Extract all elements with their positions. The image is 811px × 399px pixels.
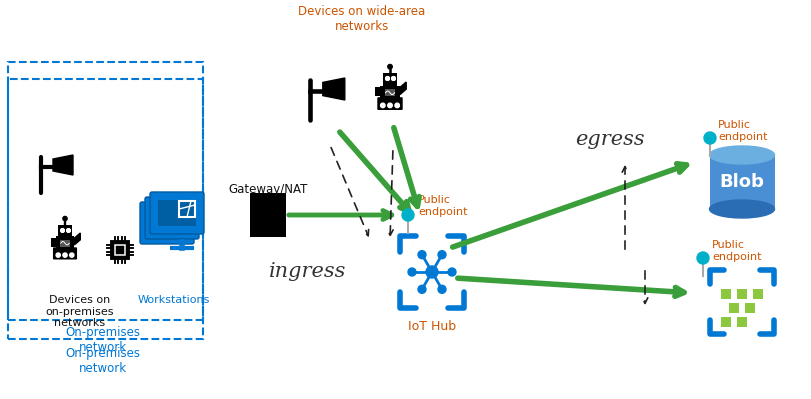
Circle shape [62,216,67,221]
FancyBboxPatch shape [382,73,397,86]
FancyBboxPatch shape [736,289,746,299]
Text: egress: egress [574,130,644,149]
Circle shape [703,132,715,144]
FancyBboxPatch shape [50,238,56,247]
FancyBboxPatch shape [709,154,774,209]
FancyBboxPatch shape [752,289,762,299]
Text: On-premises
network: On-premises network [66,347,140,375]
FancyBboxPatch shape [158,200,195,226]
Text: IoT Hub: IoT Hub [407,320,456,333]
FancyBboxPatch shape [148,210,186,236]
Polygon shape [323,78,345,100]
Polygon shape [399,82,406,95]
FancyBboxPatch shape [728,303,738,313]
Circle shape [437,285,445,293]
Circle shape [380,103,384,108]
Text: Public
endpoint: Public endpoint [418,195,467,217]
Text: Gateway/NAT: Gateway/NAT [228,183,307,196]
Circle shape [401,209,414,221]
FancyBboxPatch shape [380,86,399,98]
FancyBboxPatch shape [720,289,730,299]
Text: Workstations: Workstations [138,295,210,305]
Text: Blob: Blob [719,173,763,191]
FancyBboxPatch shape [150,192,204,234]
Text: Public
endpoint: Public endpoint [711,240,761,262]
FancyBboxPatch shape [152,205,191,231]
FancyBboxPatch shape [377,97,402,110]
Text: On-premises
network: On-premises network [66,326,140,354]
Ellipse shape [709,146,774,164]
FancyBboxPatch shape [60,240,70,247]
Text: Devices on wide-area
networks: Devices on wide-area networks [298,5,425,33]
Circle shape [333,85,342,93]
FancyBboxPatch shape [56,236,75,248]
Circle shape [62,253,67,257]
Circle shape [448,268,456,276]
Circle shape [426,266,437,278]
Circle shape [63,161,71,169]
Circle shape [418,285,426,293]
FancyBboxPatch shape [53,247,77,259]
Ellipse shape [709,200,774,218]
FancyBboxPatch shape [58,225,71,236]
Circle shape [388,65,392,69]
Circle shape [394,103,399,108]
Polygon shape [75,233,80,245]
Circle shape [437,251,445,259]
Circle shape [418,251,426,259]
FancyBboxPatch shape [736,317,746,327]
FancyBboxPatch shape [114,245,125,255]
FancyBboxPatch shape [720,317,730,327]
Text: Public
endpoint: Public endpoint [717,120,766,142]
FancyBboxPatch shape [384,89,395,97]
FancyBboxPatch shape [250,193,285,237]
Circle shape [407,268,415,276]
Circle shape [56,253,60,257]
Text: ingress: ingress [269,262,346,281]
FancyBboxPatch shape [111,241,129,259]
FancyBboxPatch shape [744,303,754,313]
Text: Devices on
on-premises
networks: Devices on on-premises networks [45,295,114,328]
FancyBboxPatch shape [374,87,380,97]
Circle shape [70,253,74,257]
FancyBboxPatch shape [145,197,199,239]
Circle shape [696,252,708,264]
Circle shape [388,103,392,108]
FancyBboxPatch shape [139,202,194,244]
Polygon shape [53,155,73,175]
